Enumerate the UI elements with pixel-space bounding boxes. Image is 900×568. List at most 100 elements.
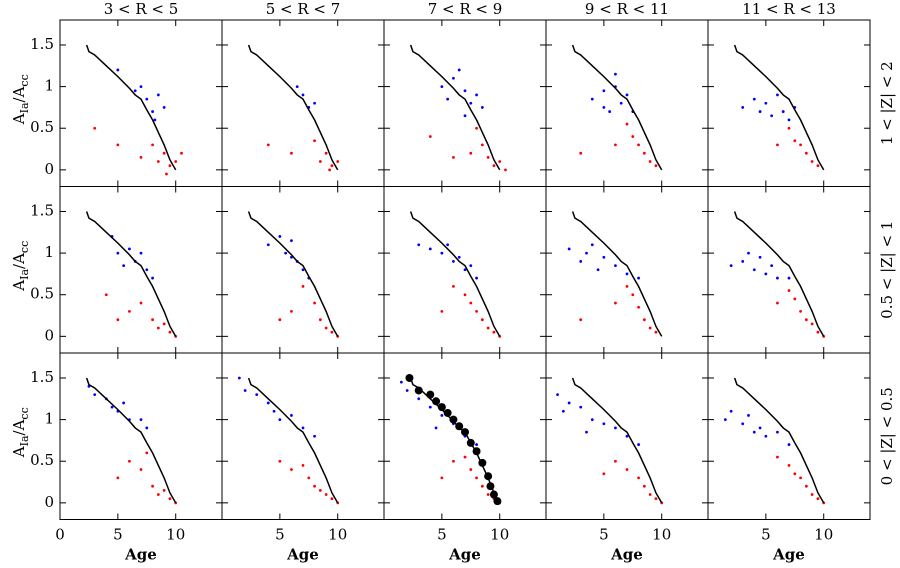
x-tick-label: 5 xyxy=(761,526,771,544)
point xyxy=(151,143,154,147)
track-line xyxy=(733,211,825,337)
point xyxy=(619,101,623,105)
point xyxy=(313,484,316,488)
point xyxy=(804,151,808,155)
point xyxy=(243,389,247,392)
point xyxy=(637,276,640,280)
point xyxy=(752,430,756,434)
track-dot xyxy=(486,482,495,491)
y-tick-label: 0.5 xyxy=(30,118,54,136)
track-dot xyxy=(443,408,452,417)
point xyxy=(787,289,791,292)
x-tick-label: 10 xyxy=(490,526,509,544)
point xyxy=(787,463,791,467)
y-axis-label-part: A xyxy=(10,113,28,125)
track-line xyxy=(571,377,663,504)
point xyxy=(469,264,473,267)
track-dot xyxy=(449,415,458,424)
x-axis-label: Age xyxy=(610,546,643,564)
point xyxy=(637,476,640,480)
point xyxy=(336,160,340,163)
point xyxy=(475,476,478,480)
point xyxy=(417,243,421,247)
point xyxy=(590,97,594,101)
point xyxy=(446,243,450,247)
point xyxy=(452,459,455,463)
point xyxy=(631,135,635,138)
point xyxy=(567,401,571,405)
point xyxy=(284,251,288,255)
track-line xyxy=(85,211,177,337)
panel-frame xyxy=(59,19,223,187)
point xyxy=(266,401,270,405)
track-dot xyxy=(455,422,464,431)
point xyxy=(654,497,658,501)
y-tick-label: 0 xyxy=(44,160,54,178)
point xyxy=(816,330,820,334)
point xyxy=(93,393,97,397)
point xyxy=(602,255,606,259)
point xyxy=(602,422,606,426)
point xyxy=(480,143,484,147)
track-line xyxy=(571,211,663,337)
point xyxy=(625,272,629,276)
y-tick-label: 1 xyxy=(44,243,54,261)
track-dot xyxy=(437,403,446,412)
point xyxy=(579,151,583,155)
point xyxy=(776,143,779,147)
panel-frame xyxy=(59,186,223,354)
x-tick-label: 5 xyxy=(437,526,447,544)
track-line xyxy=(85,44,177,171)
panel-frame xyxy=(221,19,385,187)
track-line xyxy=(247,44,339,171)
point xyxy=(469,101,473,105)
point xyxy=(469,151,473,155)
point xyxy=(440,85,444,88)
point xyxy=(787,276,791,280)
point xyxy=(781,110,785,113)
track-dot xyxy=(489,490,498,499)
point xyxy=(770,264,774,267)
point xyxy=(642,484,646,488)
point xyxy=(399,380,403,384)
point xyxy=(741,106,745,109)
y-axis-label-part: A xyxy=(10,446,28,458)
x-tick-label: 5 xyxy=(113,526,123,544)
point xyxy=(324,493,328,496)
point xyxy=(579,318,583,322)
point xyxy=(723,418,727,421)
point xyxy=(156,93,160,97)
point xyxy=(93,126,97,130)
point xyxy=(156,160,160,163)
point xyxy=(290,414,293,417)
panel-frame xyxy=(59,352,223,520)
panel-frame xyxy=(707,352,871,520)
point xyxy=(475,126,478,130)
point xyxy=(486,493,490,496)
point xyxy=(145,268,149,272)
track-dot xyxy=(461,428,469,437)
point xyxy=(579,260,583,263)
y-axis-label: AIa/Acc xyxy=(10,407,31,458)
column-label: 7 < R < 9 xyxy=(428,0,503,18)
point xyxy=(752,268,756,272)
point xyxy=(330,164,334,168)
track-dot xyxy=(414,386,423,395)
point xyxy=(776,301,779,305)
point xyxy=(741,422,745,426)
point xyxy=(162,488,166,492)
point xyxy=(475,93,478,97)
point xyxy=(642,318,646,322)
point xyxy=(799,309,802,313)
point xyxy=(799,143,802,147)
point xyxy=(758,110,762,113)
point xyxy=(290,309,293,313)
point xyxy=(585,251,588,255)
point xyxy=(428,247,432,251)
point xyxy=(793,472,797,476)
point xyxy=(793,139,797,143)
point xyxy=(417,397,421,401)
point xyxy=(486,326,490,330)
point xyxy=(614,301,617,305)
